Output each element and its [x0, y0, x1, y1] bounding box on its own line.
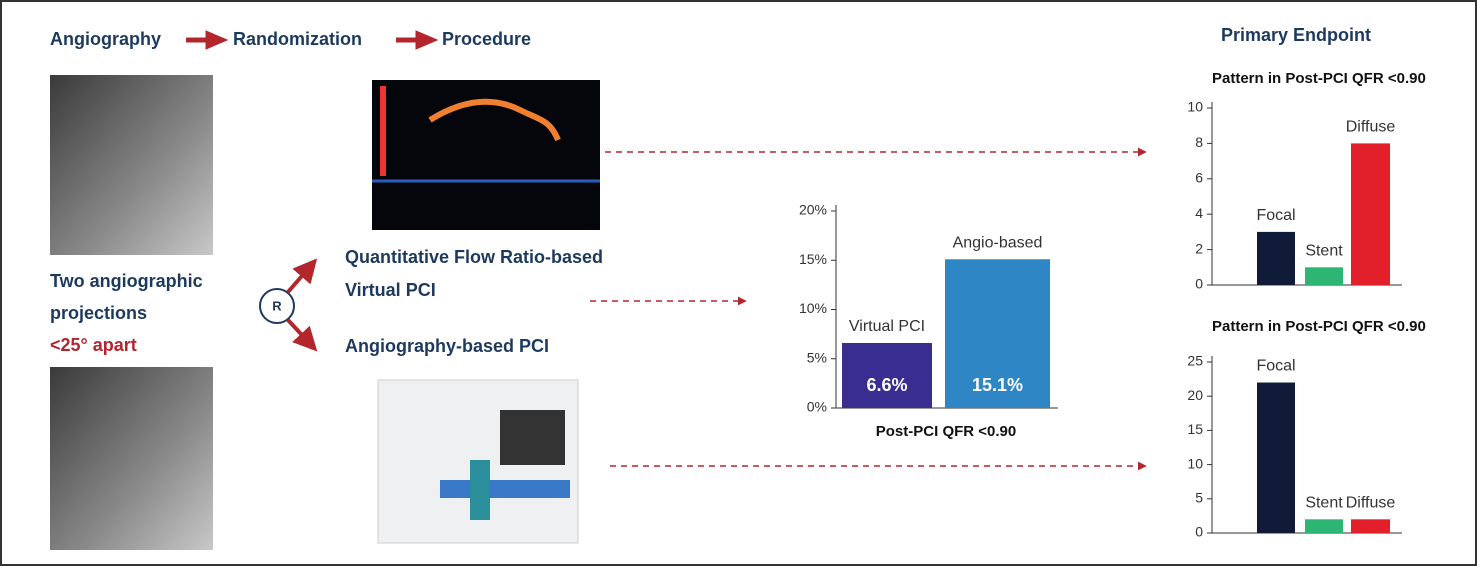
arm-line: Angiography-based PCI [345, 336, 549, 356]
y-tick-label: 2 [1195, 240, 1203, 256]
cathlab-monitors [500, 410, 565, 465]
bar [1257, 382, 1295, 533]
y-tick-label: 5% [807, 349, 827, 365]
y-tick-label: 0 [1195, 524, 1203, 540]
step-arrow [396, 30, 439, 50]
bar [842, 342, 932, 408]
value-label: 15.1% [972, 375, 1023, 395]
y-tick-label: 15 [1187, 421, 1203, 437]
projections-line: Two angiographic [50, 271, 203, 291]
y-tick-label: 8 [1195, 134, 1203, 150]
angiogram-image [50, 75, 213, 255]
bar [1257, 231, 1295, 285]
y-tick-label: 15% [799, 251, 827, 267]
category-label: Focal [1256, 358, 1295, 375]
category-label: Diffuse [1346, 119, 1396, 136]
bar [1351, 519, 1390, 533]
category-label: Stent [1305, 243, 1343, 260]
bar [1305, 519, 1343, 533]
step: Procedure [442, 29, 531, 49]
y-tick-label: 20 [1187, 387, 1203, 403]
randomization-label: R [272, 298, 282, 313]
arm-arrow [286, 258, 318, 294]
step: Randomization [233, 29, 362, 49]
bar [1351, 143, 1390, 285]
chart-title: Pattern in Post-PCI QFR <0.90 [1212, 70, 1426, 87]
category-label: Stent [1305, 495, 1343, 512]
primary-endpoint: Primary Endpoint [1221, 25, 1371, 45]
category-label: Angio-based [953, 234, 1043, 251]
y-tick-label: 10 [1187, 99, 1203, 115]
step: Angiography [50, 29, 161, 49]
step-arrow [186, 30, 229, 50]
projections-line: projections [50, 303, 147, 323]
randomization-circle [259, 288, 295, 324]
projections-note: <25° apart [50, 335, 137, 355]
y-tick-label: 5 [1195, 490, 1203, 506]
arm-arrow [286, 318, 318, 352]
value-label: 6.6% [866, 375, 907, 395]
bar [1305, 267, 1343, 285]
angiogram-image [50, 367, 213, 550]
cathlab-table [440, 480, 570, 498]
y-tick-label: 0% [807, 399, 827, 415]
y-tick-label: 10% [799, 300, 827, 316]
qfr-screenshot [372, 80, 600, 230]
arm-line: Virtual PCI [345, 280, 436, 300]
y-tick-label: 4 [1195, 205, 1203, 221]
y-tick-label: 20% [799, 202, 827, 218]
y-tick-label: 0 [1195, 276, 1203, 292]
cathlab-operator [470, 460, 490, 520]
qfr-scale [380, 86, 386, 176]
category-label: Diffuse [1346, 495, 1396, 512]
category-label: Focal [1256, 207, 1295, 224]
bar [945, 259, 1050, 408]
y-tick-label: 10 [1187, 455, 1203, 471]
chart-title: Pattern in Post-PCI QFR <0.90 [1212, 318, 1426, 335]
y-tick-label: 6 [1195, 170, 1203, 186]
category-label: Virtual PCI [849, 318, 925, 335]
y-tick-label: 25 [1187, 353, 1203, 369]
arm-line: Quantitative Flow Ratio-based [345, 247, 603, 267]
x-axis-label: Post-PCI QFR <0.90 [876, 423, 1016, 440]
qfr-vessel [428, 98, 561, 142]
